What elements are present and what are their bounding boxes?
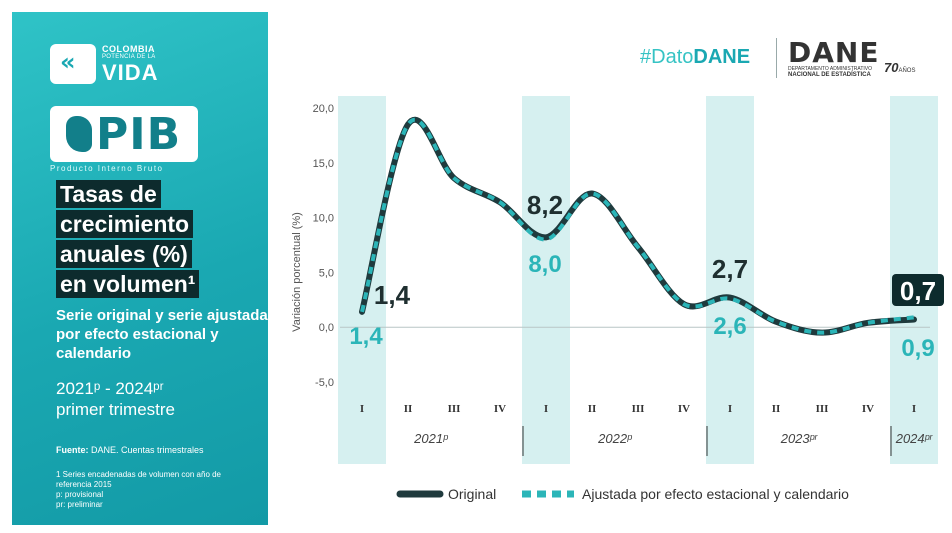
colombia-logo: « COLOMBIA POTENCIA DE LA VIDA	[50, 40, 180, 90]
hashtag-prefix: #Dato	[640, 46, 694, 68]
year-label: 2023ᵖʳ	[780, 431, 819, 446]
hashtag-suffix: DANE	[693, 46, 751, 68]
note-1: 1 Series encadenadas de volumen con año …	[56, 470, 222, 489]
logo-line1: COLOMBIA	[102, 44, 155, 54]
x-tick-label: III	[448, 403, 461, 415]
x-tick-label: II	[588, 403, 597, 415]
x-tick-label: IV	[678, 403, 690, 415]
dane-subtitle-1: DEPARTAMENTO ADMINISTRATIVO	[788, 66, 872, 72]
logo-line2: POTENCIA DE LA	[102, 54, 156, 60]
title-line-1: Tasas de	[56, 180, 161, 208]
dane-70: 70	[884, 60, 899, 75]
series-original-line	[359, 116, 917, 336]
title-line-2: crecimiento	[56, 210, 194, 238]
label-adjusted: 1,4	[349, 323, 383, 350]
highlight-band-0	[338, 96, 386, 464]
y-tick-label: -5,0	[315, 377, 334, 389]
x-tick-label: II	[772, 403, 781, 415]
note-3: pr: preliminar	[56, 500, 103, 509]
source: Fuente: DANE. Cuentas trimestrales	[56, 445, 204, 455]
x-tick-label: I	[544, 403, 548, 415]
dane-logo: DANE	[788, 36, 880, 69]
x-tick-label: III	[816, 403, 829, 415]
highlight-band-1	[522, 96, 570, 464]
logo-line3: VIDA	[102, 60, 159, 85]
x-tick-label: I	[912, 403, 916, 415]
y-tick-label: 20,0	[313, 103, 334, 115]
x-tick-label: II	[404, 403, 413, 415]
x-tick-label: IV	[494, 403, 506, 415]
x-tick-label: III	[632, 403, 645, 415]
y-tick-label: 0,0	[319, 322, 334, 334]
years-line: 2021ᵖ - 2024ᵖʳ primer trimestre	[56, 378, 175, 420]
colombia-logo-icon: «	[50, 44, 96, 84]
y-tick-label: 5,0	[319, 267, 334, 279]
dane-70-suffix: AÑOS	[898, 68, 916, 74]
notes: 1 Series encadenadas de volumen con año …	[56, 470, 256, 510]
years-range: 2021ᵖ - 2024ᵖʳ	[56, 379, 164, 398]
series-adjusted-line	[360, 117, 915, 335]
year-label: 2024ᵖʳ	[895, 431, 934, 446]
label-original: 8,2	[527, 190, 563, 220]
label-adjusted: 2,6	[713, 313, 746, 340]
x-tick-label: I	[728, 403, 732, 415]
hashtag: #DatoDANE	[640, 46, 750, 69]
legend-adjusted-label: Ajustada por efecto estacional y calenda…	[582, 486, 849, 502]
note-2: p: provisional	[56, 490, 104, 499]
title-line-4: en volumen¹	[56, 270, 200, 298]
left-panel: « COLOMBIA POTENCIA DE LA VIDA PIB Produ…	[12, 12, 268, 525]
label-original: 1,4	[374, 280, 411, 310]
source-label: Fuente:	[56, 445, 89, 455]
legend-original-label: Original	[448, 486, 496, 502]
pib-label: PIB	[96, 109, 182, 160]
label-original-box	[892, 274, 944, 306]
y-tick-label: 10,0	[313, 213, 334, 225]
label-original: 2,7	[712, 254, 748, 284]
colombia-map-icon	[66, 116, 92, 152]
label-adjusted: 8,0	[528, 251, 561, 278]
title-line-3: anuales (%)	[56, 240, 192, 268]
pib-badge: PIB	[50, 106, 198, 162]
y-tick-label: 15,0	[313, 158, 334, 170]
label-original: 0,7	[900, 276, 936, 306]
year-label: 2022ᵖ	[597, 431, 632, 446]
label-adjusted: 0,9	[901, 335, 934, 362]
x-tick-label: IV	[862, 403, 874, 415]
y-axis-label: Variación porcentual (%)	[291, 212, 303, 332]
x-tick-label: I	[360, 403, 364, 415]
dane-subtitle-2: NACIONAL DE ESTADÍSTICA	[788, 72, 871, 78]
pib-subtitle: Producto Interno Bruto	[50, 164, 164, 173]
dane-70-badge: 70AÑOS	[884, 60, 915, 75]
highlight-band-2	[706, 96, 754, 464]
year-label: 2021ᵖ	[413, 431, 448, 446]
subtitle: Serie original y serie ajustada por efec…	[56, 307, 268, 362]
header-divider	[776, 38, 777, 78]
years-period: primer trimestre	[56, 400, 176, 419]
source-text: DANE. Cuentas trimestrales	[88, 445, 204, 455]
